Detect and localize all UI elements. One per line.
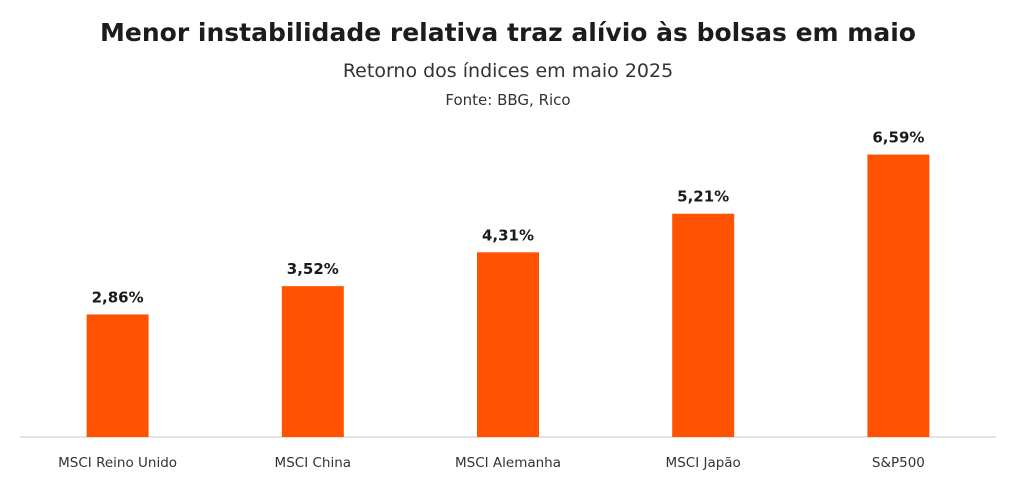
category-label-3: MSCI Japão [666, 455, 741, 471]
category-label-0: MSCI Reino Unido [58, 455, 177, 471]
data-label-1: 3,52% [287, 260, 339, 278]
category-label-2: MSCI Alemanha [455, 455, 561, 471]
category-label-4: S&P500 [872, 455, 925, 471]
bar-0 [86, 314, 149, 437]
chart-subtitle: Retorno dos índices em maio 2025 [342, 60, 674, 82]
chart-title: Menor instabilidade relativa traz alívio… [100, 18, 916, 47]
chart-source: Fonte: BBG, Rico [445, 91, 571, 109]
data-label-3: 5,21% [677, 188, 729, 206]
data-label-0: 2,86% [92, 288, 144, 306]
data-label-2: 4,31% [482, 226, 534, 244]
category-label-1: MSCI China [275, 455, 351, 471]
bar-4 [867, 154, 930, 438]
bar-3 [672, 213, 735, 437]
bar-1 [281, 286, 344, 437]
data-label-4: 6,59% [872, 129, 924, 147]
bar-2 [477, 252, 539, 437]
